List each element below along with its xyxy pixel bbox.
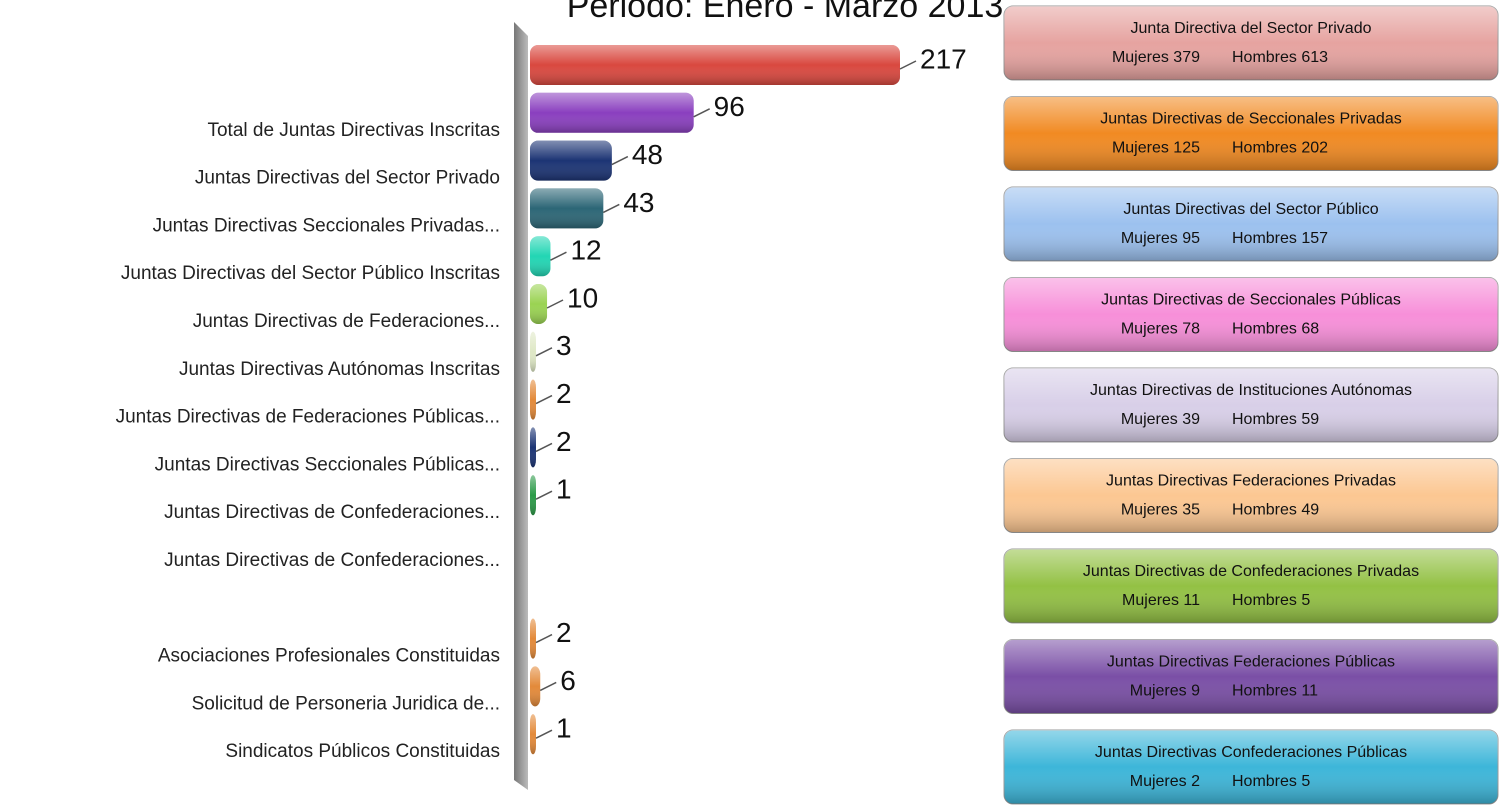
box-shine: [1004, 187, 1498, 261]
box-title: Juntas Directivas Federaciones Públicas: [1107, 654, 1395, 671]
category-label: Solicitud de Personeria Juridica de...: [192, 693, 500, 714]
category-label: Asociaciones Profesionales Constituidas: [158, 646, 500, 667]
box-men: Hombres 49: [1232, 502, 1319, 519]
value-label: 1: [556, 474, 572, 505]
box-shine: [1004, 368, 1498, 442]
value-label: 10: [567, 282, 598, 313]
axis-wall: [514, 22, 528, 790]
category-label: Juntas Directivas Seccionales Públicas..…: [155, 454, 500, 475]
box-men: Hombres 202: [1232, 140, 1328, 157]
bar-shine: [530, 45, 900, 85]
box-title: Juntas Directivas de Confederaciones Pri…: [1083, 563, 1419, 580]
category-label: Juntas Directivas del Sector Privado: [195, 168, 500, 189]
leader-line: [546, 299, 564, 309]
leader-line: [535, 490, 553, 500]
box-title: Juntas Directivas Federaciones Privadas: [1106, 473, 1396, 490]
box-women: Mujeres 95: [1121, 230, 1200, 247]
box-men: Hombres 59: [1232, 411, 1319, 428]
box-men: Hombres 5: [1232, 773, 1310, 790]
value-label: 6: [560, 665, 576, 696]
bar-shine: [530, 379, 536, 420]
box-shine: [1004, 549, 1498, 623]
leader-line: [539, 681, 557, 692]
value-label: 217: [920, 43, 967, 74]
box-men: Hombres 613: [1232, 49, 1328, 66]
box-men: Hombres 68: [1232, 321, 1319, 338]
box-women: Mujeres 11: [1122, 592, 1200, 609]
bar-shine: [530, 331, 536, 372]
category-label: Juntas Directivas Autónomas Inscritas: [179, 359, 500, 380]
box-shine: [1004, 458, 1498, 533]
category-label: Juntas Directivas Seccionales Privadas..…: [153, 215, 500, 236]
category-label: Juntas Directivas de Federaciones...: [193, 311, 500, 332]
leader-line: [535, 394, 553, 405]
leader-line: [535, 729, 553, 739]
box-women: Mujeres 2: [1130, 773, 1200, 790]
value-label: 2: [556, 378, 572, 409]
bar-shine: [530, 618, 536, 659]
box-women: Mujeres 125: [1112, 140, 1200, 157]
box-title: Juntas Directivas de Instituciones Autón…: [1090, 382, 1412, 399]
box-women: Mujeres 39: [1121, 411, 1200, 428]
box-women: Mujeres 379: [1112, 49, 1200, 66]
category-label: Juntas Directivas de Confederaciones...: [164, 550, 500, 571]
bar-shine: [530, 666, 541, 707]
box-title: Juntas Directivas Confederaciones Públic…: [1095, 744, 1407, 761]
bar-shine: [530, 140, 612, 181]
bar-shine: [530, 427, 536, 468]
category-label: Juntas Directivas de Confederaciones...: [164, 502, 500, 523]
box-women: Mujeres 35: [1121, 502, 1200, 519]
bar-shine: [530, 92, 694, 133]
category-label: Juntas Directivas de Federaciones Públic…: [116, 407, 500, 428]
box-men: Hombres 11: [1232, 683, 1318, 700]
category-label: Total de Juntas Directivas Inscritas: [207, 120, 500, 141]
bar-shine: [530, 714, 536, 755]
box-title: Juntas Directivas de Seccionales Privada…: [1100, 111, 1401, 128]
box-shine: [1004, 730, 1498, 804]
bar-shine: [530, 475, 536, 516]
box-women: Mujeres 9: [1130, 683, 1200, 700]
value-label: 96: [714, 91, 745, 122]
value-label: 12: [570, 235, 601, 266]
value-label: 3: [556, 330, 572, 361]
box-shine: [1004, 277, 1498, 352]
leader-line: [550, 251, 567, 261]
value-label: 2: [556, 426, 572, 457]
value-label: 2: [556, 617, 572, 648]
chart-title: Periodo: Enero - Marzo 2013: [567, 0, 1004, 25]
category-label: Juntas Directivas del Sector Público Ins…: [121, 263, 500, 284]
box-shine: [1004, 6, 1498, 80]
leader-line: [693, 108, 711, 118]
leader-line: [535, 442, 553, 453]
bar-shine: [530, 284, 548, 324]
leader-line: [535, 633, 553, 644]
box-men: Hombres 5: [1232, 592, 1310, 609]
box-title: Juntas Directivas del Sector Público: [1123, 201, 1378, 218]
box-title: Juntas Directivas de Seccionales Pública…: [1101, 292, 1401, 309]
value-label: 48: [632, 139, 663, 170]
box-shine: [1004, 639, 1498, 714]
category-label: Sindicatos Públicos Constituidas: [225, 741, 500, 762]
leader-line: [535, 347, 553, 357]
value-label: 43: [623, 187, 654, 218]
box-men: Hombres 157: [1232, 230, 1328, 247]
leader-line: [611, 155, 629, 166]
bar-shine: [530, 236, 551, 277]
bar-shine: [530, 188, 604, 229]
leader-line: [602, 203, 620, 214]
leader-line: [899, 60, 917, 70]
box-women: Mujeres 78: [1121, 321, 1200, 338]
box-title: Junta Directiva del Sector Privado: [1131, 20, 1372, 37]
value-label: 1: [556, 713, 572, 744]
box-shine: [1004, 96, 1498, 171]
